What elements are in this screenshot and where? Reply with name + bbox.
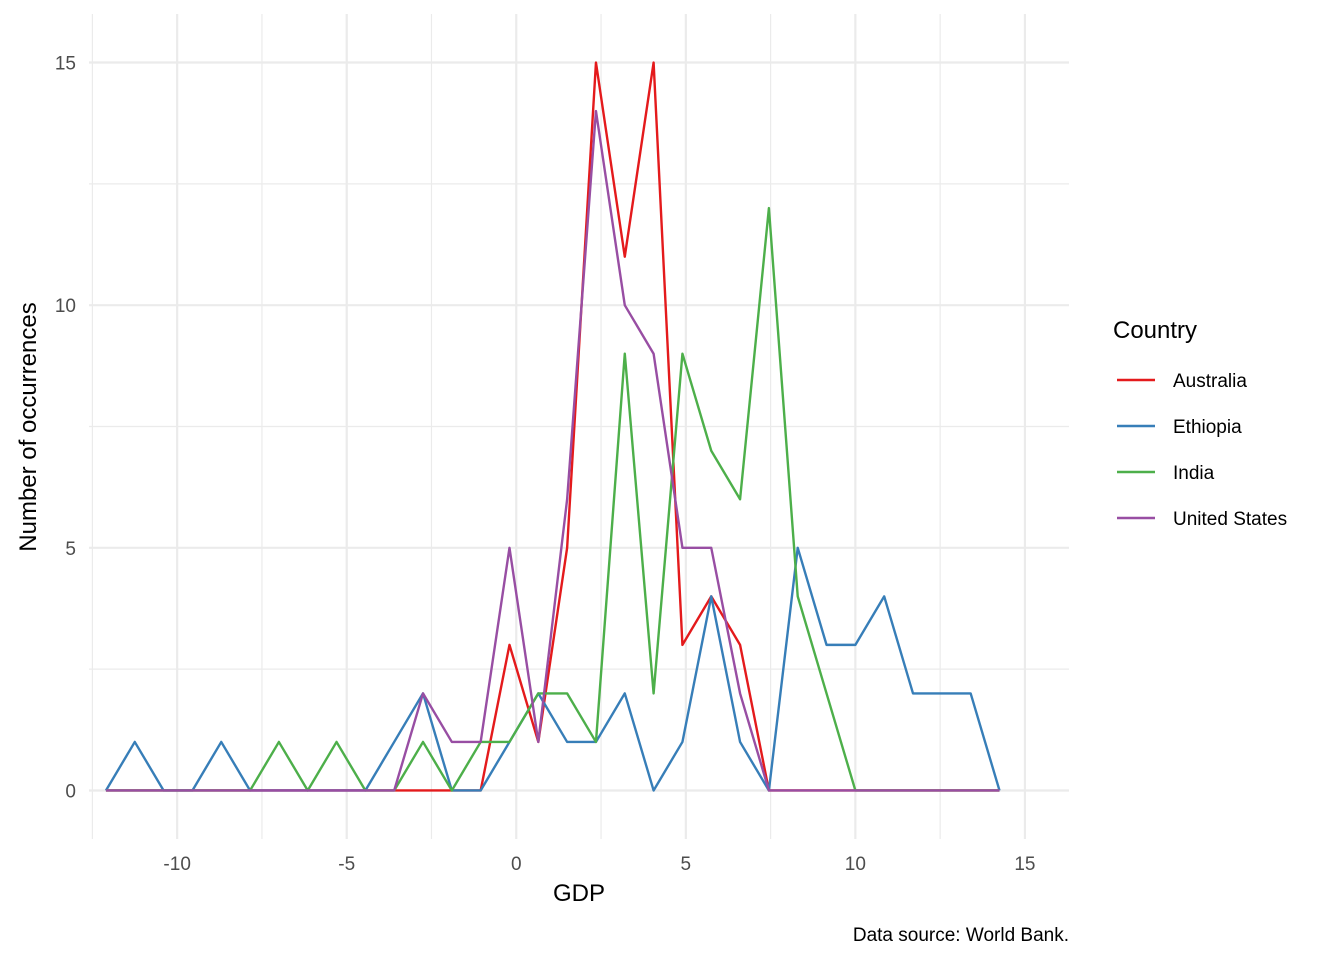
legend-label-australia: Australia: [1173, 371, 1247, 392]
x-tick-label: 0: [511, 854, 522, 875]
caption: Data source: World Bank.: [853, 925, 1069, 946]
series-line-india: [105, 206, 1000, 792]
legend-label-united-states: United States: [1173, 509, 1287, 530]
series-lines: [104, 61, 1001, 792]
x-tick-label: 5: [681, 854, 692, 875]
series-line-united-states: [105, 109, 1000, 792]
y-axis-title: Number of occurrences: [15, 302, 42, 551]
x-tick-label: 15: [1014, 854, 1035, 875]
legend: Country Australia Ethiopia India United Sta…: [1113, 317, 1287, 530]
x-tick-labels: -10 -5 0 5 10 15: [163, 854, 1035, 875]
y-tick-label: 15: [55, 54, 76, 75]
y-tick-label: 5: [65, 539, 76, 560]
legend-label-india: India: [1173, 463, 1215, 484]
y-tick-labels: 0 5 10 15: [55, 54, 76, 803]
legend-label-ethiopia: Ethiopia: [1173, 417, 1242, 438]
y-tick-label: 10: [55, 296, 76, 317]
x-axis-title: GDP: [553, 880, 605, 907]
legend-title: Country: [1113, 317, 1197, 344]
minor-gridlines-y: [89, 183, 1069, 670]
x-tick-label: 10: [845, 854, 866, 875]
x-tick-label: -10: [163, 854, 190, 875]
y-tick-label: 0: [65, 781, 76, 802]
legend-items: Australia Ethiopia India United States: [1117, 371, 1287, 530]
x-tick-label: -5: [338, 854, 355, 875]
major-gridlines-x: [176, 14, 1027, 839]
